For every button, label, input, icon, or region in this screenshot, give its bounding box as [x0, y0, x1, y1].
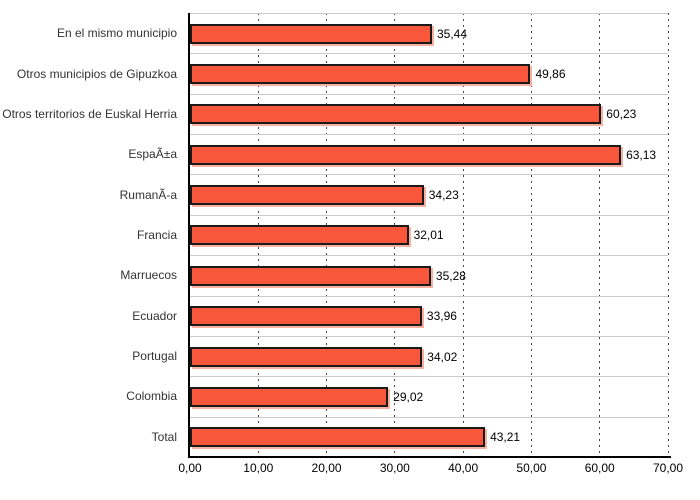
category-label: Colombia [126, 389, 177, 404]
bar [190, 265, 431, 286]
bar-row: 35,28 [190, 255, 668, 295]
bar-value-label: 35,28 [435, 268, 466, 283]
category-label: Marruecos [120, 268, 177, 283]
x-axis-tick-label: 30,00 [379, 461, 410, 475]
vertical-gridline [530, 13, 532, 457]
category-label: En el mismo municipio [56, 26, 177, 41]
bar [190, 346, 423, 367]
bar-row: 63,13 [190, 134, 668, 174]
x-axis-tick-label: 50,00 [516, 461, 547, 475]
category-label: Total [151, 429, 177, 444]
bar [190, 23, 432, 44]
x-axis-line [188, 456, 671, 458]
plot-area: 35,44 49,86 60,23 63,13 34,23 32,01 35,28 33,96… [190, 13, 669, 457]
bar-row: 32,01 [190, 214, 668, 255]
y-axis-line [188, 13, 190, 458]
x-axis-tick-label: 20,00 [311, 461, 342, 475]
vertical-gridline [667, 13, 669, 457]
bar-row: 34,02 [190, 335, 668, 376]
bar-row: 29,02 [190, 376, 668, 416]
x-axis-tick-label: 10,00 [243, 461, 274, 475]
bar-value-label: 29,02 [393, 389, 424, 404]
vertical-gridline [599, 13, 601, 457]
bar-rows: 35,44 49,86 60,23 63,13 34,23 32,01 35,28 33,96… [190, 13, 668, 457]
category-label: Otros territorios de Euskal Herria [2, 106, 177, 121]
bar-row: 35,44 [190, 13, 668, 53]
bar-value-label: 35,44 [437, 26, 468, 41]
bar-row: 60,23 [190, 93, 668, 134]
bar [190, 185, 424, 206]
bar [190, 225, 409, 246]
category-label: Ecuador [132, 308, 177, 323]
category-label: EspaÃ±a [128, 147, 177, 162]
bar [190, 144, 622, 165]
category-label: Otros municipios de Gipuzkoa [16, 66, 177, 81]
bar [190, 64, 531, 85]
bar-row: 34,23 [190, 174, 668, 214]
bar-value-label: 32,01 [413, 228, 444, 243]
bar [190, 306, 422, 327]
x-axis-tick-label: 60,00 [584, 461, 615, 475]
bar-value-label: 49,86 [535, 67, 566, 82]
category-axis-labels: En el mismo municipio Otros municipios de… [0, 13, 183, 457]
bar-row: 33,96 [190, 295, 668, 336]
x-axis-tick-label: 70,00 [652, 461, 684, 475]
x-axis-tick-label: 40,00 [448, 461, 479, 475]
bar-value-label: 43,21 [490, 430, 521, 445]
vertical-gridline [462, 13, 464, 457]
bar-value-label: 33,96 [426, 309, 457, 324]
category-label: Portugal [132, 349, 177, 364]
bar-value-label: 34,02 [427, 349, 458, 364]
bar [190, 427, 486, 448]
bar-value-label: 63,13 [626, 147, 657, 162]
bar-value-label: 34,23 [428, 188, 459, 203]
bar-row: 49,86 [190, 53, 668, 93]
bar-row: 43,21 [190, 416, 668, 457]
category-label: RumanÃ-a [119, 187, 177, 202]
bar [190, 104, 602, 125]
bar-value-label: 60,23 [606, 107, 637, 122]
x-axis-tick-label: 0,00 [178, 461, 202, 475]
category-label: Francia [136, 227, 177, 242]
bar [190, 386, 389, 407]
